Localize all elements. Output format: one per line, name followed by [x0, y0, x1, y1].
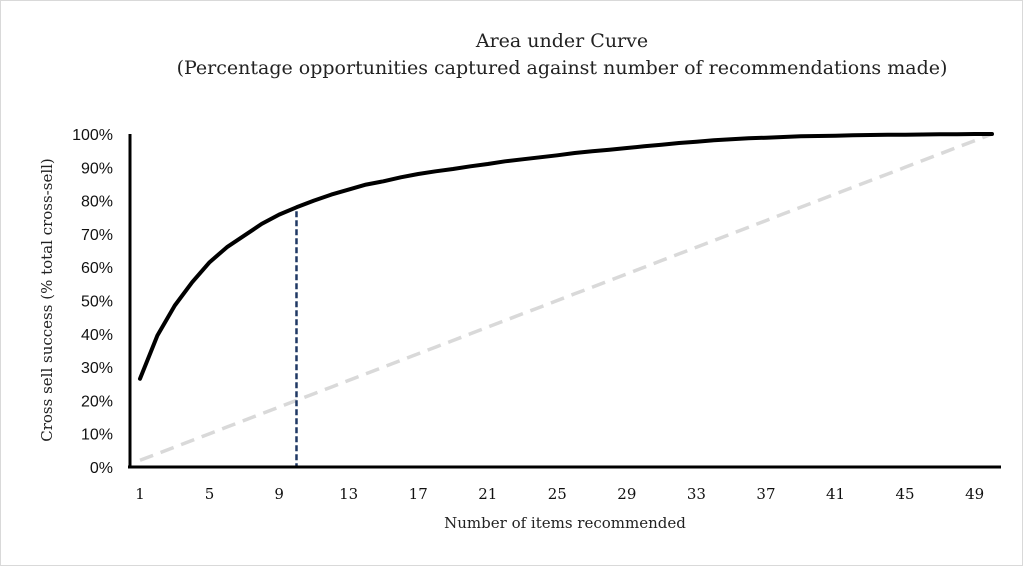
y-tick-label: 100%	[72, 127, 113, 144]
y-axis-title: Cross sell success (% total cross-sell)	[38, 158, 56, 442]
x-tick-label: 5	[205, 485, 215, 503]
x-tick-label: 45	[896, 485, 915, 503]
x-tick-label: 21	[478, 485, 497, 503]
y-tick-label: 80%	[81, 194, 113, 211]
x-tick-label: 13	[339, 485, 358, 503]
y-tick-labels: 0% 10% 20% 30% 40% 50% 60% 70% 80% 90% 100%	[72, 127, 113, 477]
x-tick-label: 9	[274, 485, 284, 503]
y-tick-label: 30%	[81, 360, 113, 377]
x-tick-label: 17	[409, 485, 428, 503]
y-tick-label: 50%	[81, 294, 113, 311]
y-tick-label: 10%	[81, 427, 113, 444]
x-tick-label: 49	[965, 485, 984, 503]
y-tick-label: 70%	[81, 227, 113, 244]
x-tick-label: 1	[135, 485, 145, 503]
y-tick-label: 60%	[81, 260, 113, 277]
chart-subtitle: (Percentage opportunities captured again…	[177, 57, 948, 79]
y-tick-label: 90%	[81, 160, 113, 177]
y-tick-label: 0%	[90, 460, 113, 477]
x-tick-labels: 1 5 9 13 17 21 25 29 33 37 41 45 49	[135, 485, 984, 503]
x-tick-label: 37	[756, 485, 775, 503]
y-tick-label: 20%	[81, 393, 113, 410]
chart-title: Area under Curve	[475, 30, 648, 52]
auc-series-line	[138, 132, 994, 381]
x-tick-label: 41	[826, 485, 845, 503]
y-tick-label: 40%	[81, 327, 113, 344]
x-tick-label: 29	[617, 485, 636, 503]
x-axis-title: Number of items recommended	[444, 514, 686, 532]
x-tick-label: 33	[687, 485, 706, 503]
plot-area	[138, 132, 994, 467]
x-tick-label: 25	[548, 485, 567, 503]
baseline-series-line	[139, 132, 993, 462]
